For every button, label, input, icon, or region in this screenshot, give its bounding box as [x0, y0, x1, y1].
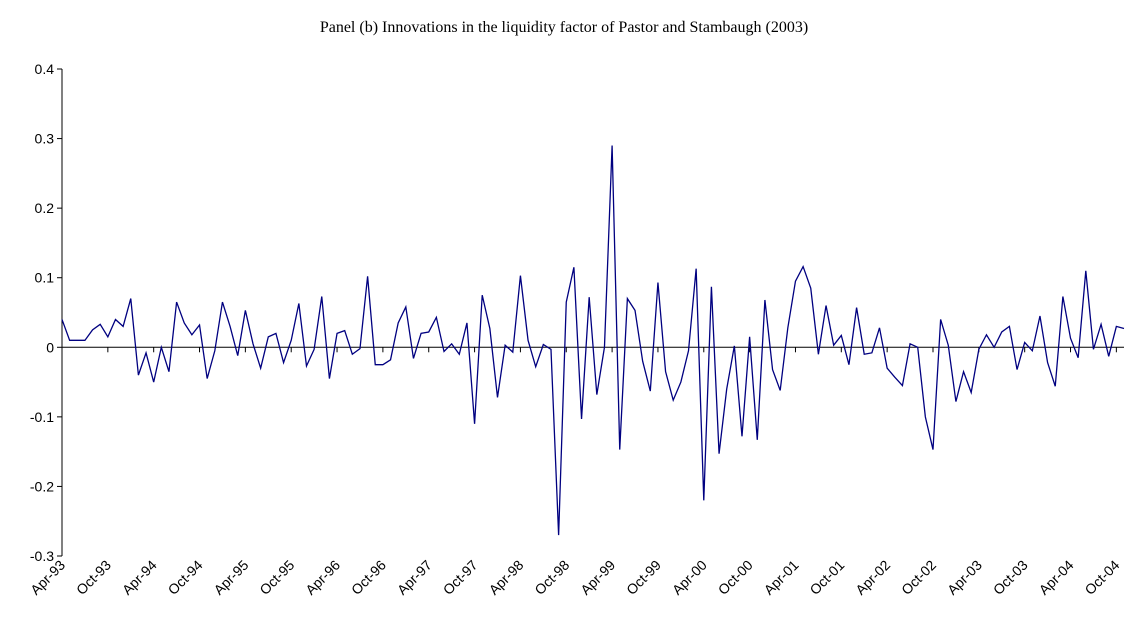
x-tick-label: Apr-03	[944, 557, 985, 598]
y-tick-label: 0.3	[35, 131, 55, 147]
x-tick-label: Oct-94	[165, 557, 206, 598]
x-tick-label: Oct-03	[990, 557, 1031, 598]
x-tick-label: Oct-98	[531, 557, 572, 598]
x-tick-label: Oct-99	[623, 557, 664, 598]
x-tick-label: Oct-93	[73, 557, 114, 598]
x-tick-label: Apr-02	[852, 557, 893, 598]
x-tick-label: Apr-97	[394, 557, 435, 598]
x-tick-label: Oct-01	[806, 557, 847, 598]
x-tick-label: Oct-96	[348, 557, 389, 598]
x-tick-label: Apr-99	[577, 557, 618, 598]
x-tick-label: Apr-01	[761, 557, 802, 598]
x-tick-label: Apr-96	[302, 557, 343, 598]
x-tick-label: Apr-00	[669, 557, 710, 598]
y-tick-label: -0.2	[30, 478, 54, 494]
x-tick-label: Oct-02	[898, 557, 939, 598]
x-tick-label: Apr-94	[119, 557, 160, 598]
x-tick-label: Apr-04	[1036, 557, 1077, 598]
x-tick-label: Oct-97	[440, 557, 481, 598]
x-tick-label: Apr-98	[486, 557, 527, 598]
x-tick-label: Oct-04	[1081, 557, 1122, 598]
data-line	[61, 145, 1125, 536]
y-tick-label: 0.2	[35, 200, 55, 216]
y-tick-label: 0.1	[35, 270, 55, 286]
x-tick-label: Oct-00	[715, 557, 756, 598]
y-tick-label: -0.3	[30, 548, 54, 564]
y-tick-label: 0	[46, 339, 54, 355]
x-tick-label: Oct-95	[256, 557, 297, 598]
y-tick-label: -0.1	[30, 409, 54, 425]
y-tick-label: 0.4	[35, 61, 55, 77]
chart-title: Panel (b) Innovations in the liquidity f…	[320, 19, 808, 36]
x-tick-label: Apr-95	[210, 557, 251, 598]
